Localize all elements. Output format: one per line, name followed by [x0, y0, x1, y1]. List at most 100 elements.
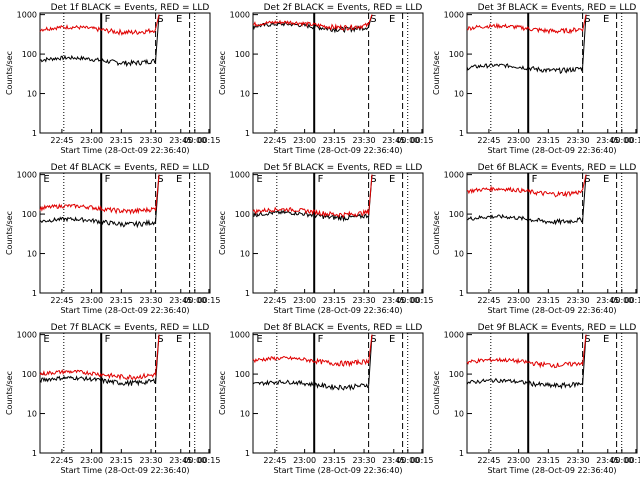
x-tick-label: 22:45: [263, 456, 286, 465]
y-tick-label: 1: [245, 289, 250, 298]
x-tick-label: 23:00: [507, 456, 530, 465]
detector-panel-8: Det 8f BLACK = Events, RED = LLD 1 10 100 10…: [218, 323, 433, 475]
y-tick-label: 1000: [17, 11, 37, 20]
marker-letter: S: [584, 174, 590, 185]
x-tick-label: 00:15: [410, 456, 433, 465]
x-tick-label: 00:15: [197, 136, 220, 145]
marker-letter: S: [584, 14, 590, 25]
x-tick-label: 23:00: [293, 456, 316, 465]
series-lld: [252, 174, 373, 219]
panel-title: Det 4f BLACK = Events, RED = LLD: [51, 163, 210, 173]
x-tick-label: 22:45: [50, 456, 73, 465]
x-tick-label: 00:00: [396, 296, 419, 305]
x-tick-label: 23:30: [567, 456, 590, 465]
x-tick-label: 23:15: [537, 456, 560, 465]
x-axis-label: Start Time (28-Oct-09 22:36:40): [60, 146, 189, 155]
y-axis-label: Counts/sec: [432, 211, 441, 255]
marker-letter: F: [105, 14, 111, 25]
series-lld: [252, 14, 373, 31]
series-lld: [39, 14, 160, 36]
plot-frame: [466, 12, 638, 134]
x-tick-label: 22:45: [477, 296, 500, 305]
x-tick-label: 23:45: [382, 136, 405, 145]
x-tick-label: 23:45: [169, 136, 192, 145]
y-tick-label: 1000: [444, 331, 464, 340]
x-axis-label: Start Time (28-Oct-09 22:36:40): [60, 306, 189, 315]
marker-letter: E: [43, 174, 49, 185]
marker-letter: E: [389, 174, 395, 185]
marker-letter: E: [256, 334, 262, 345]
x-tick-label: 22:45: [263, 296, 286, 305]
x-tick-label: 23:30: [567, 136, 590, 145]
marker-letter: S: [370, 174, 376, 185]
marker-letter: E: [256, 174, 262, 185]
x-tick-label: 23:15: [323, 136, 346, 145]
y-tick-label: 100: [22, 370, 37, 379]
x-tick-label: 23:30: [353, 296, 376, 305]
x-tick-label: 00:00: [610, 136, 633, 145]
y-axis-label: Counts/sec: [218, 51, 227, 95]
x-tick-label: 23:15: [323, 456, 346, 465]
y-tick-label: 10: [27, 90, 37, 99]
y-tick-label: 100: [235, 210, 250, 219]
y-tick-label: 1: [245, 449, 250, 458]
x-tick-label: 23:45: [382, 296, 405, 305]
x-tick-label: 00:00: [610, 296, 633, 305]
y-tick-label: 1000: [17, 331, 37, 340]
marker-letter: E: [603, 334, 609, 345]
series-events: [252, 334, 373, 392]
x-tick-label: 23:45: [596, 136, 619, 145]
x-tick-label: 23:15: [110, 456, 133, 465]
detector-panel-2: Det 2f BLACK = Events, RED = LLD 1 10 100 10…: [218, 3, 433, 155]
detector-panel-6: Det 6f BLACK = Events, RED = LLD 1 10 100 10…: [432, 163, 640, 315]
y-tick-label: 1000: [230, 11, 250, 20]
y-tick-label: 10: [27, 410, 37, 419]
detector-panel-4: Det 4f BLACK = Events, RED = LLD 1 10 100 10…: [5, 163, 220, 315]
marker-letter: S: [157, 334, 163, 345]
marker-letter: S: [370, 14, 376, 25]
x-tick-label: 00:15: [197, 296, 220, 305]
y-tick-label: 10: [454, 90, 464, 99]
series-events: [252, 174, 373, 223]
x-tick-label: 23:15: [110, 296, 133, 305]
y-axis-label: Counts/sec: [432, 371, 441, 415]
marker-letter: E: [43, 334, 49, 345]
x-tick-label: 23:30: [140, 296, 163, 305]
detector-panel-9: Det 9f BLACK = Events, RED = LLD 1 10 100 10…: [432, 323, 640, 475]
x-tick-label: 00:00: [396, 456, 419, 465]
series-events: [466, 334, 587, 390]
series-lld: [466, 334, 587, 369]
marker-letter: S: [584, 334, 590, 345]
detector-panel-1: Det 1f BLACK = Events, RED = LLD 1 10 100 10…: [5, 3, 220, 155]
y-tick-label: 100: [235, 370, 250, 379]
y-tick-label: 1000: [17, 171, 37, 180]
x-axis-label: Start Time (28-Oct-09 22:36:40): [487, 466, 616, 475]
x-tick-label: 00:15: [624, 456, 640, 465]
y-axis-label: Counts/sec: [218, 371, 227, 415]
x-tick-label: 23:45: [596, 456, 619, 465]
detector-panel-3: Det 3f BLACK = Events, RED = LLD 1 10 100 10…: [432, 3, 640, 155]
marker-letter: F: [105, 174, 111, 185]
y-tick-label: 10: [240, 90, 250, 99]
x-tick-label: 23:30: [353, 456, 376, 465]
detector-panel-5: Det 5f BLACK = Events, RED = LLD 1 10 100 10…: [218, 163, 433, 315]
series-lld: [467, 14, 587, 35]
y-tick-label: 100: [22, 210, 37, 219]
x-tick-label: 23:15: [110, 136, 133, 145]
y-tick-label: 1: [459, 289, 464, 298]
y-tick-label: 100: [449, 210, 464, 219]
x-axis-label: Start Time (28-Oct-09 22:36:40): [273, 306, 402, 315]
y-axis-label: Counts/sec: [432, 51, 441, 95]
x-tick-label: 23:45: [596, 296, 619, 305]
marker-letter: S: [157, 14, 163, 25]
y-tick-label: 10: [27, 250, 37, 259]
marker-letter: E: [389, 334, 395, 345]
y-axis-label: Counts/sec: [5, 371, 14, 415]
x-tick-label: 00:00: [396, 136, 419, 145]
marker-letter: F: [318, 174, 324, 185]
x-tick-label: 22:45: [477, 136, 500, 145]
y-tick-label: 1: [459, 449, 464, 458]
x-axis-label: Start Time (28-Oct-09 22:36:40): [273, 146, 402, 155]
x-tick-label: 23:15: [537, 296, 560, 305]
